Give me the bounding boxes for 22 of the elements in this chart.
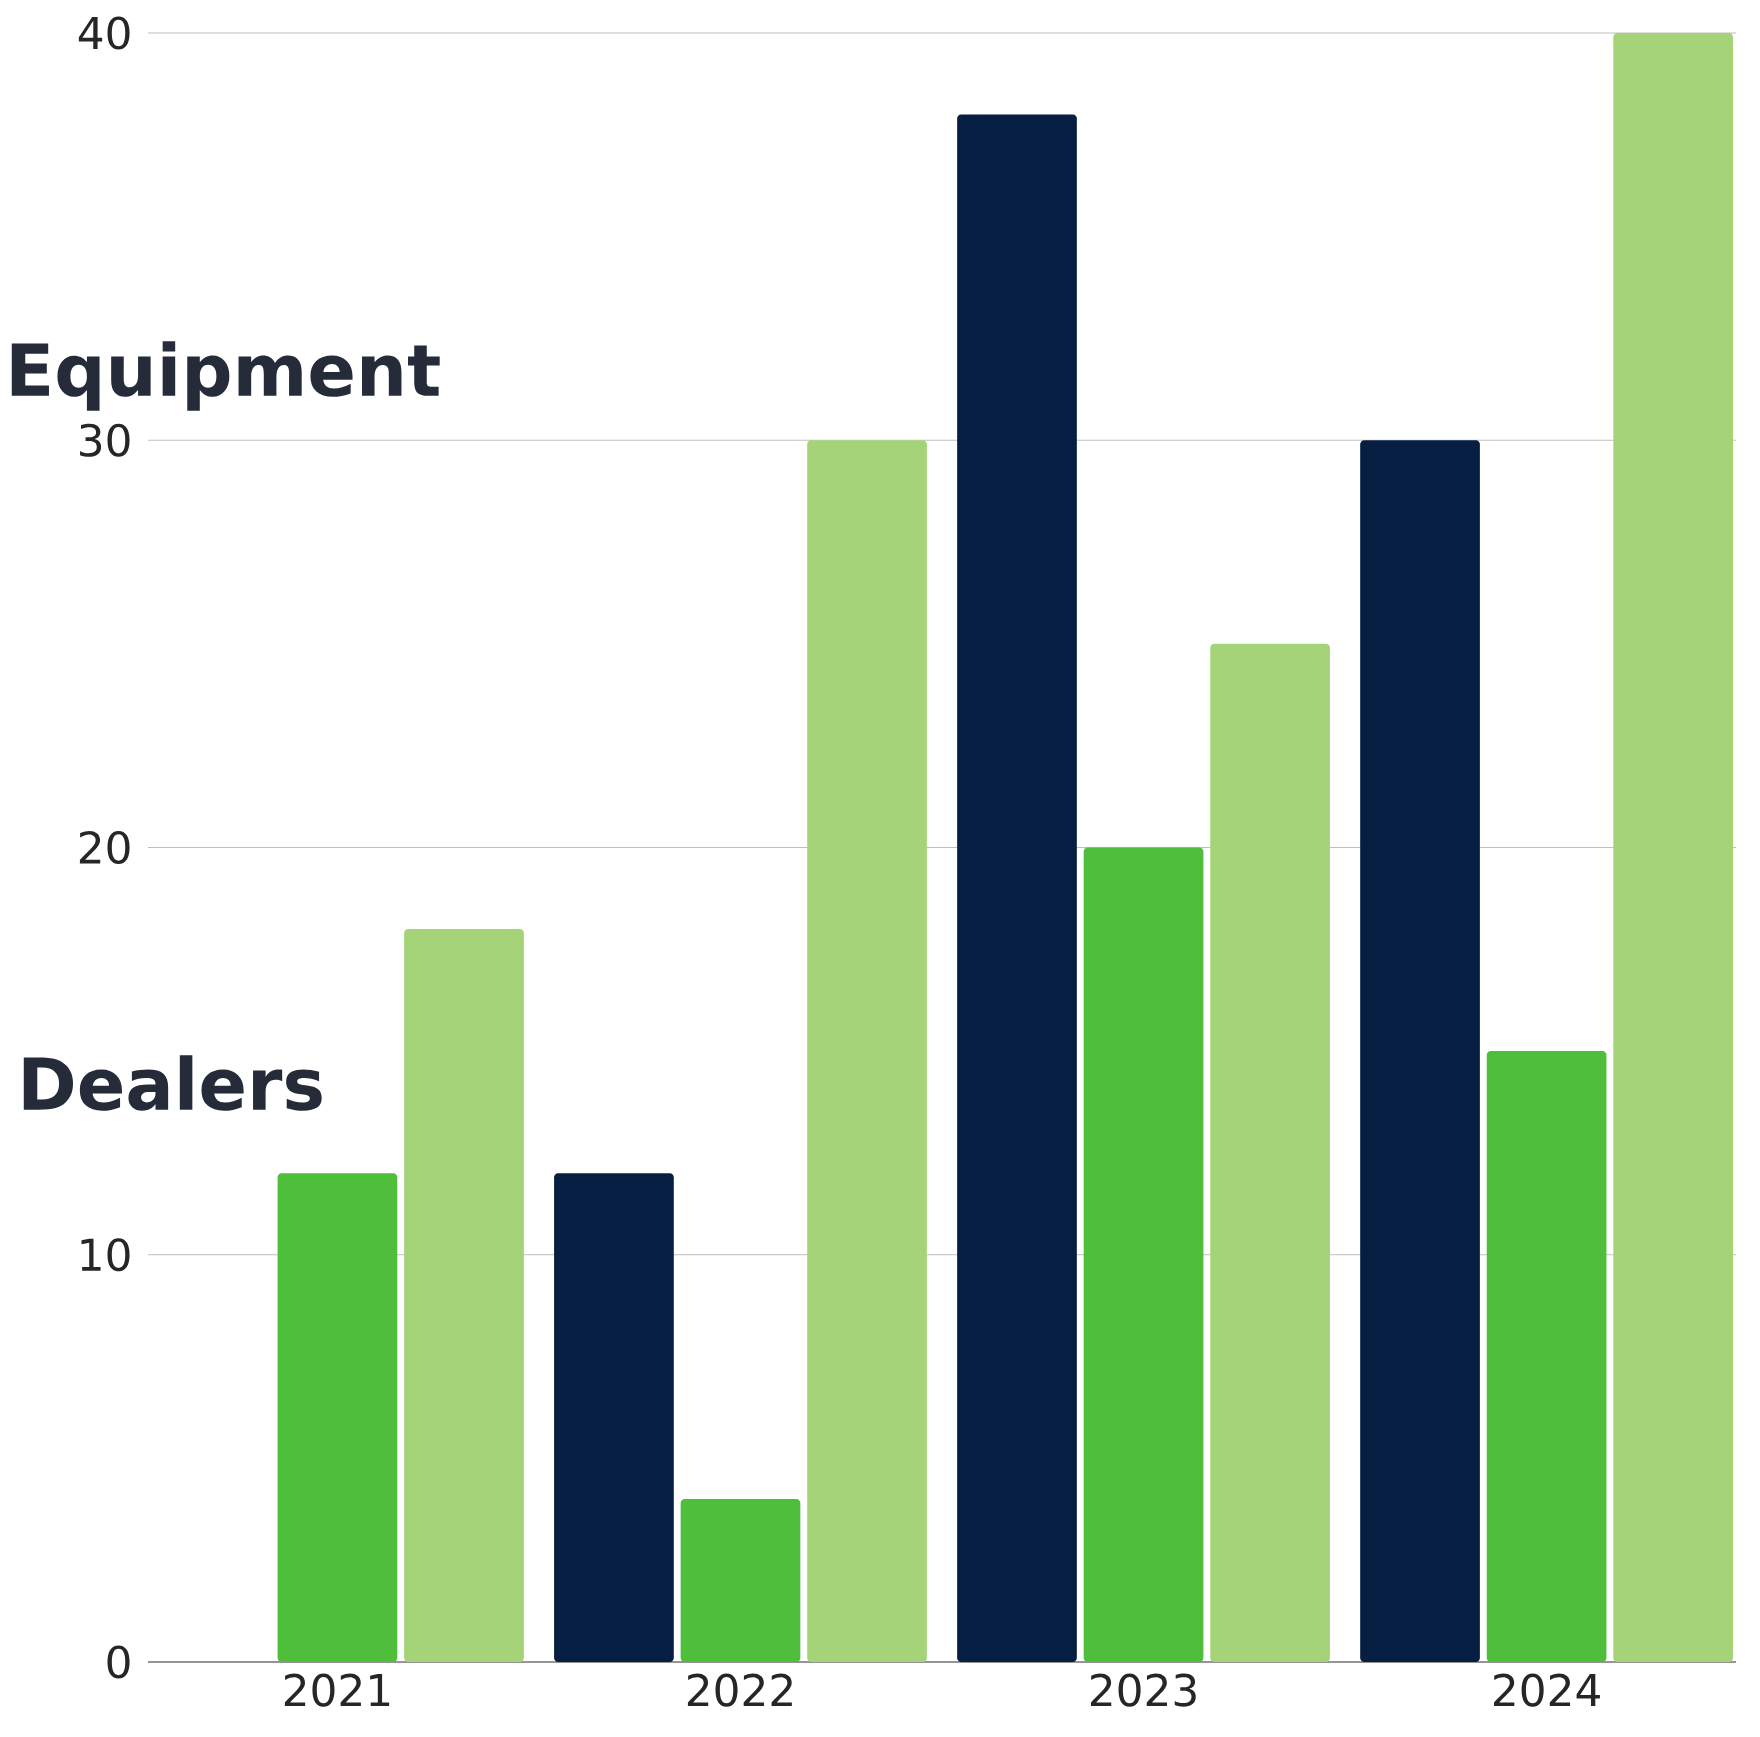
bar	[554, 1173, 674, 1662]
bar	[807, 440, 927, 1662]
y-tick-label: 30	[80, 423, 130, 457]
y-tick-label: 0	[107, 1645, 130, 1679]
bar	[277, 1173, 398, 1662]
bar	[1083, 847, 1204, 1662]
x-tick-label: 2024	[1494, 1673, 1600, 1707]
x-tick-label: 2023	[1090, 1673, 1196, 1707]
annotation: Dealers	[23, 1055, 322, 1111]
bar	[1613, 33, 1734, 1662]
y-tick-label: 40	[78, 16, 130, 50]
y-tick-label: 10	[81, 1238, 130, 1272]
bar	[680, 1499, 801, 1662]
x-tick-label: 2022	[687, 1673, 792, 1707]
annotation: Equipment	[11, 341, 440, 411]
bar	[404, 928, 524, 1662]
bar	[1210, 643, 1330, 1662]
bar	[1360, 440, 1480, 1662]
x-tick-label: 2021	[284, 1673, 390, 1707]
bar	[957, 114, 1077, 1662]
bar	[1486, 1051, 1607, 1662]
y-tick-label: 20	[79, 830, 130, 865]
